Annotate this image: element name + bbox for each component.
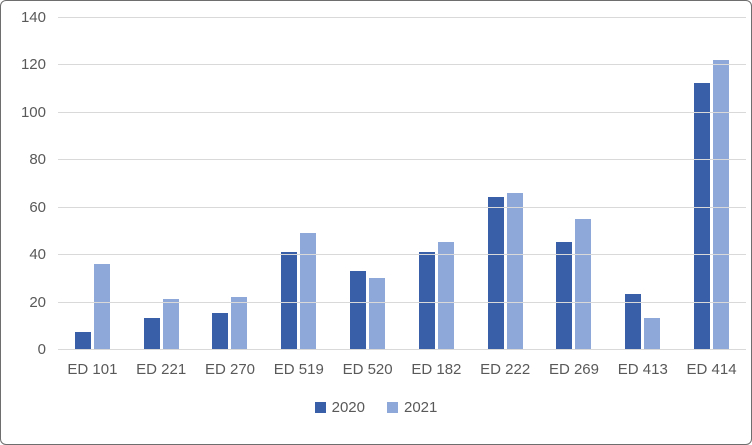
bar-2020-ed-182 <box>418 251 435 349</box>
gridline-40 <box>58 254 746 256</box>
gridline-60 <box>58 206 746 208</box>
gridline-0 <box>58 349 746 350</box>
bar-group-ed-519 <box>264 17 333 349</box>
gridline-100 <box>58 111 746 113</box>
bar-group-ed-520 <box>333 17 402 349</box>
x-tick-label-ed-221: ED 221 <box>136 361 187 378</box>
bar-2021-ed-101 <box>93 263 110 349</box>
bar-groups <box>58 17 746 349</box>
bar-group-ed-413 <box>608 17 677 349</box>
bar-2020-ed-520 <box>350 270 367 349</box>
bar-2021-ed-414 <box>713 59 730 349</box>
bar-2021-ed-270 <box>231 296 248 349</box>
x-axis-labels: ED 101 ED 221 ED 270 ED 519 ED 520 ED 182 ED 2… <box>58 361 746 378</box>
bar-2021-ed-519 <box>300 232 317 349</box>
y-tick-label-100: 100 <box>20 103 46 121</box>
y-tick-label-140: 140 <box>20 9 46 26</box>
plot-area <box>58 17 746 350</box>
bar-2021-ed-182 <box>437 242 454 349</box>
bar-group-ed-269 <box>540 17 609 349</box>
legend-label-2020: 2020 <box>331 399 365 416</box>
gridline-20 <box>58 301 746 303</box>
legend-label-2021: 2021 <box>404 399 438 416</box>
x-tick-label-ed-222: ED 222 <box>480 361 531 378</box>
x-tick-label-ed-270: ED 270 <box>204 361 256 378</box>
legend-swatch-2020 <box>314 402 326 413</box>
bar-2021-ed-222 <box>506 192 523 349</box>
bar-group-ed-270 <box>196 17 265 349</box>
bar-group-ed-101 <box>58 17 127 349</box>
x-tick-label-ed-101: ED 101 <box>67 361 118 378</box>
gridline-80 <box>58 159 746 161</box>
legend: 2020 2021 <box>1 399 751 416</box>
x-tick-label-ed-414: ED 414 <box>686 361 737 378</box>
y-tick-label-20: 20 <box>29 293 46 311</box>
bar-2021-ed-269 <box>575 218 592 349</box>
legend-item-2021: 2021 <box>387 399 437 416</box>
x-tick-label-ed-182: ED 182 <box>411 361 462 378</box>
bar-group-ed-222 <box>471 17 540 349</box>
gridline-140 <box>58 17 746 18</box>
y-tick-label-40: 40 <box>29 246 46 264</box>
y-tick-label-0: 0 <box>37 341 46 358</box>
y-tick-label-60: 60 <box>29 198 46 216</box>
bar-group-ed-182 <box>402 17 471 349</box>
x-tick-label-ed-269: ED 269 <box>548 361 599 378</box>
bar-2021-ed-221 <box>162 299 179 349</box>
bar-group-ed-414 <box>677 17 746 349</box>
x-tick-label-ed-520: ED 520 <box>342 361 393 378</box>
bar-2020-ed-222 <box>487 197 504 349</box>
legend-item-2020: 2020 <box>314 399 365 416</box>
bar-2021-ed-413 <box>644 318 661 349</box>
bar-2020-ed-414 <box>694 83 711 349</box>
bar-2020-ed-101 <box>74 332 91 349</box>
x-tick-label-ed-519: ED 519 <box>273 361 324 378</box>
y-tick-label-80: 80 <box>29 151 46 169</box>
bar-2020-ed-221 <box>143 318 160 349</box>
bar-2020-ed-270 <box>212 313 229 349</box>
gridline-120 <box>58 64 746 66</box>
bar-2020-ed-269 <box>556 242 573 349</box>
x-tick-label-ed-413: ED 413 <box>617 361 668 378</box>
legend-swatch-2021 <box>387 402 398 413</box>
bar-2020-ed-519 <box>281 251 298 349</box>
bar-2021-ed-520 <box>369 277 386 349</box>
bar-group-ed-221 <box>127 17 196 349</box>
y-tick-label-120: 120 <box>20 56 46 74</box>
bar-2020-ed-413 <box>625 294 642 349</box>
